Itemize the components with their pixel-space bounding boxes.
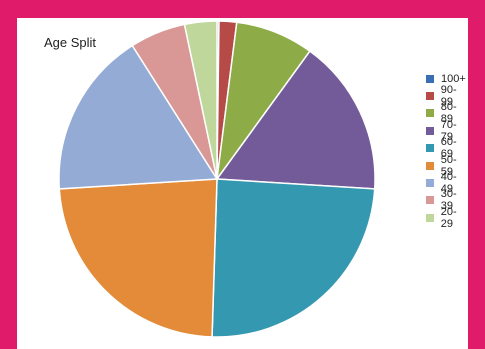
pie-chart — [58, 20, 376, 338]
legend-label: 80-89 — [440, 101, 457, 126]
chart-title: Age Split — [44, 35, 97, 50]
legend-label: 70-79 — [440, 118, 457, 143]
legend-swatch — [426, 196, 434, 205]
legend-item-100+: 100+ — [426, 70, 468, 87]
pie-slice-50-59 — [58, 178, 218, 338]
legend: 100+ 90-99 80-89 70-79 60-69 50-59 40-49 30-39 2… — [426, 70, 468, 230]
pie-slice-20-29 — [183, 20, 218, 180]
legend-label: 40-49 — [440, 171, 457, 196]
legend-swatch — [426, 126, 434, 135]
legend-label: 20-29 — [440, 205, 457, 230]
pie-slice-40-49 — [58, 44, 219, 190]
legend-swatch — [426, 144, 434, 153]
legend-label: 60-69 — [440, 136, 457, 161]
legend-label: 90-99 — [440, 84, 457, 109]
legend-swatch — [426, 109, 434, 118]
pie-slice-70-79 — [215, 50, 376, 190]
chart-area: Age Split 100+ 90-99 80-89 70-79 60-69 50-59 4… — [17, 18, 468, 349]
legend-label: 50-59 — [440, 153, 457, 178]
legend-item-70-79: 70-79 — [426, 119, 468, 143]
legend-item-60-69: 60-69 — [426, 136, 468, 160]
legend-item-30-39: 30-39 — [426, 188, 468, 212]
legend-label: 30-39 — [440, 188, 457, 213]
legend-item-20-29: 20-29 — [426, 206, 468, 230]
legend-item-90-99: 90-99 — [426, 84, 468, 108]
legend-swatch — [426, 92, 434, 101]
legend-item-50-59: 50-59 — [426, 154, 468, 178]
legend-swatch — [426, 161, 434, 170]
legend-swatch — [426, 213, 434, 222]
legend-swatch — [426, 179, 434, 188]
legend-label: 100+ — [441, 72, 466, 85]
legend-item-80-89: 80-89 — [426, 101, 468, 125]
legend-item-40-49: 40-49 — [426, 171, 468, 195]
legend-swatch — [426, 74, 434, 83]
pie-slice-60-69 — [211, 178, 376, 338]
